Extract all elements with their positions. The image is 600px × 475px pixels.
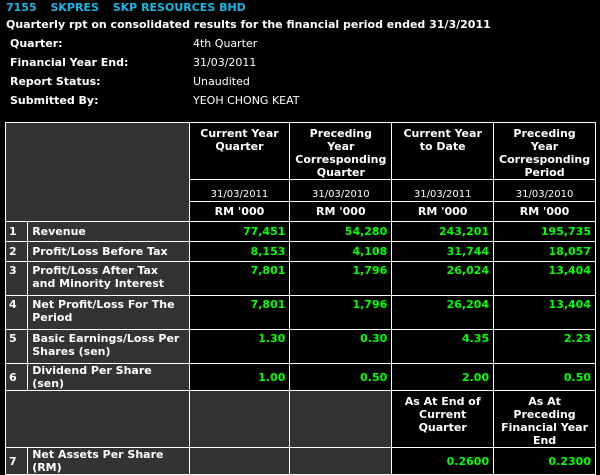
stock-code: 7155 [6,1,37,14]
column-date: 31/03/2011 [391,179,495,202]
column-header: Current Year Quarter [188,122,291,180]
row-label: Net Assets Per Share (RM) [27,447,190,475]
column-unit: RM '000 [391,201,495,222]
row-number: 7 [4,447,29,475]
row-value: 7,801 [188,261,291,296]
row-value: 243,201 [391,221,495,242]
row-value: 26,204 [391,295,495,330]
column-unit: RM '000 [188,201,291,222]
row-number: 3 [4,261,29,296]
row-value: 1,796 [289,295,393,330]
company-name: SKP RESOURCES BHD [112,1,246,14]
row-value: 54,280 [289,221,393,242]
info-row: Report Status: Unaudited [0,72,600,91]
column-header-row: Current Year Quarter Preceding Year Corr… [5,122,596,222]
row-value: 77,451 [188,221,291,242]
row-value: 195,735 [493,221,596,242]
table-row: 6 Dividend Per Share (sen) 1.00 0.50 2.0… [4,363,596,391]
row-number: 6 [4,363,29,391]
row-number: 5 [4,329,29,364]
table-row: 4 Net Profit/Loss For The Period 7,801 1… [4,295,596,330]
stock-ticker: SKPRES [50,1,99,14]
row-value: 31,744 [391,241,495,262]
column-unit: RM '000 [493,201,596,222]
column-unit: RM '000 [289,201,393,222]
table-row: 5 Basic Earnings/Loss Per Shares (sen) 1… [4,329,596,364]
report-subtitle: Quarterly rpt on consolidated results fo… [6,18,491,31]
nav-blank-cell [289,390,393,448]
info-row: Submitted By: YEOH CHONG KEAT [0,91,600,110]
column-header: Preceding Year Corresponding Period [493,122,596,180]
row-value: 4,108 [289,241,393,262]
info-row: Financial Year End: 31/03/2011 [0,53,600,72]
table-row: 1 Revenue 77,451 54,280 243,201 195,735 [4,221,596,242]
column-date: 31/03/2011 [188,179,291,202]
row-number: 2 [4,241,29,262]
row-value: 18,057 [493,241,596,262]
row-value: 1.30 [188,329,291,364]
row-label: Profit/Loss After Tax and Minority Inter… [27,261,190,296]
info-value: Unaudited [193,75,250,88]
nav-column-header: As At Preceding Financial Year End [493,390,596,448]
row-value: 26,024 [391,261,495,296]
empty-cell [289,447,393,475]
row-value: 0.30 [289,329,393,364]
row-value: 1.00 [188,363,291,391]
nav-header-row: As At End of Current Quarter As At Prece… [5,390,596,448]
row-label: Profit/Loss Before Tax [27,241,190,262]
column-date: 31/03/2010 [493,179,596,202]
table-row: 2 Profit/Loss Before Tax 8,153 4,108 31,… [4,241,596,262]
report-title-bar: 7155 SKPRES SKP RESOURCES BHD [0,0,600,16]
column-header: Current Year to Date [391,122,495,180]
info-label: Submitted By: [10,94,99,107]
row-number: 4 [4,295,29,330]
info-value: 31/03/2011 [193,56,257,69]
info-label: Report Status: [10,75,101,88]
info-value: 4th Quarter [193,37,258,50]
row-label: Basic Earnings/Loss Per Shares (sen) [27,329,190,364]
row-value: 0.50 [289,363,393,391]
row-value: 0.2600 [391,447,495,475]
info-value: YEOH CHONG KEAT [193,94,300,107]
row-value: 2.23 [493,329,596,364]
table-row: 3 Profit/Loss After Tax and Minority Int… [4,261,596,296]
nav-blank-cell [5,390,190,448]
column-date: 31/03/2010 [289,179,393,202]
column-header: Preceding Year Corresponding Quarter [289,122,393,180]
info-label: Quarter: [10,37,63,50]
row-value: 0.2300 [493,447,596,475]
row-label: Revenue [27,221,190,242]
table-row: 7 Net Assets Per Share (RM) 0.2600 0.230… [4,447,596,475]
row-value: 13,404 [493,261,596,296]
header-blank-cell [5,122,190,222]
row-value: 0.50 [493,363,596,391]
info-label: Financial Year End: [10,56,129,69]
row-value: 13,404 [493,295,596,330]
row-label: Net Profit/Loss For The Period [27,295,190,330]
row-number: 1 [4,221,29,242]
info-row: Quarter: 4th Quarter [0,34,600,53]
unit-row: RM '000 RM '000 RM '000 RM '000 [6,201,596,222]
row-value: 2.00 [391,363,495,391]
row-label: Dividend Per Share (sen) [27,363,190,391]
report-info-table: Quarter: 4th Quarter Financial Year End:… [0,34,600,110]
row-value: 1,796 [289,261,393,296]
results-table: Current Year Quarter Preceding Year Corr… [4,122,596,475]
row-value: 4.35 [391,329,495,364]
nav-blank-cell [188,390,291,448]
nav-column-header: As At End of Current Quarter [391,390,495,448]
row-value: 7,801 [188,295,291,330]
empty-cell [188,447,291,475]
row-value: 8,153 [188,241,291,262]
